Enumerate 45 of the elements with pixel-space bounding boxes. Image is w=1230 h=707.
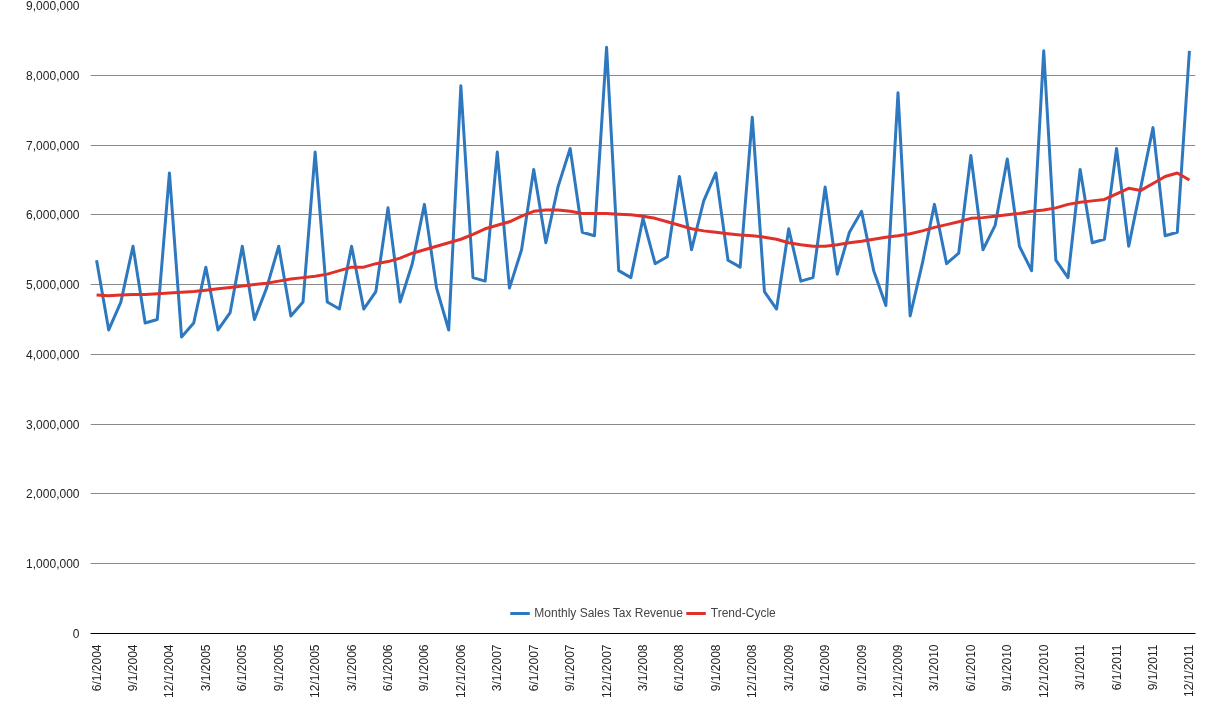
x-tick-label: 9/1/2006 [417,644,432,692]
x-tick-label: 12/1/2011 [1182,644,1197,697]
x-tick-label: 12/1/2005 [308,644,323,698]
x-tick-label: 3/1/2008 [636,644,650,692]
x-tick-label: 6/1/2011 [1109,644,1124,691]
x-tick-label: 6/1/2008 [672,644,687,692]
legend-label: Monthly Sales Tax Revenue [534,606,683,620]
x-tick-label: 12/1/2004 [162,644,177,698]
x-tick-label: 12/1/2009 [891,644,905,698]
x-tick-label: 12/1/2008 [745,644,760,698]
x-tick-label: 9/1/2011 [1146,644,1160,691]
x-tick-label: 3/1/2009 [781,644,796,692]
x-tick-label: 6/1/2004 [89,644,104,692]
x-tick-label: 9/1/2004 [126,644,140,692]
x-tick-label: 9/1/2010 [1000,644,1015,692]
x-tick-label: 9/1/2008 [708,644,723,692]
x-tick-label: 6/1/2006 [381,644,395,692]
y-tick-label: 1,000,000 [26,557,80,572]
x-tick-label: 3/1/2007 [490,644,505,692]
x-tick-label: 12/1/2007 [599,644,614,698]
y-tick-label: 2,000,000 [26,487,80,502]
x-tick-label: 12/1/2006 [453,644,468,698]
x-tick-label: 6/1/2009 [818,644,833,692]
x-tick-label: 9/1/2005 [271,644,286,692]
y-tick-label: 3,000,000 [26,417,80,432]
x-tick-label: 3/1/2011 [1073,644,1088,691]
y-tick-label: 5,000,000 [26,278,80,293]
x-tick-label: 3/1/2006 [344,644,359,692]
x-tick-label: 3/1/2010 [927,644,942,692]
x-tick-label: 6/1/2005 [235,644,250,692]
line-series [95,171,1191,298]
x-tick-label: 6/1/2007 [526,644,541,692]
x-tick-label: 3/1/2005 [198,644,213,692]
y-tick-label: 6,000,000 [26,208,80,223]
x-tick-label: 6/1/2010 [963,644,978,692]
x-tick-label: 12/1/2010 [1036,644,1051,698]
y-tick-label: 7,000,000 [26,138,80,153]
y-tick-label: 8,000,000 [26,68,80,83]
y-tick-label: 4,000,000 [26,347,80,362]
x-tick-label: 9/1/2009 [854,644,869,692]
y-tick-label: 0 [72,627,80,641]
line-series [95,45,1191,339]
x-tick-label: 9/1/2007 [563,644,578,692]
legend-label: Trend-Cycle [710,606,776,620]
y-tick-label: 9,000,000 [26,0,80,13]
